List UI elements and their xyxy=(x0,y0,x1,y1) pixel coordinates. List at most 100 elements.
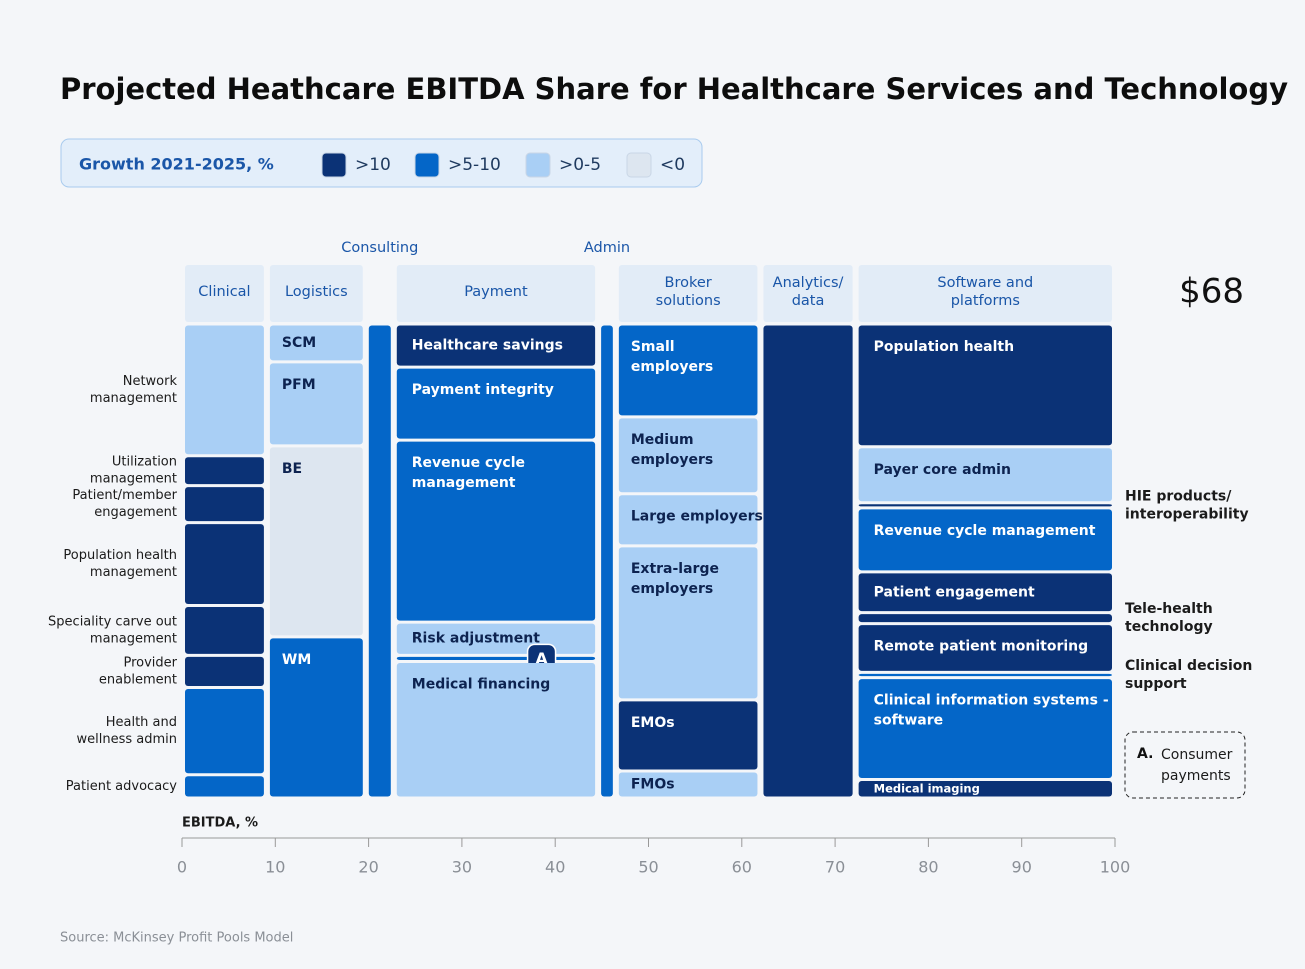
segment-label: management xyxy=(90,631,177,646)
segment-label: Utilization xyxy=(112,455,177,470)
segment-label: Patient/member xyxy=(72,488,177,503)
column-header-label: Admin xyxy=(584,240,630,256)
x-axis-label: EBITDA, % xyxy=(182,816,258,831)
segment xyxy=(269,325,363,361)
segment-label: support xyxy=(1125,676,1187,692)
segment-label: HIE products/ xyxy=(1125,488,1232,504)
legend-label: >0-5 xyxy=(559,155,601,175)
segment-label: Clinical decision xyxy=(1125,658,1252,674)
segment-label: PFM xyxy=(282,377,316,393)
segment-label: employers xyxy=(631,359,713,375)
x-tick-label: 30 xyxy=(452,858,472,877)
legend-swatch xyxy=(626,152,652,178)
column-header-label: Clinical xyxy=(198,284,250,300)
segment xyxy=(858,679,1112,779)
segment-label: management xyxy=(90,391,177,406)
segment-label: Remote patient monitoring xyxy=(874,639,1089,655)
segment-label: Patient engagement xyxy=(874,584,1035,600)
segment xyxy=(269,638,363,797)
segment xyxy=(858,614,1112,623)
segment-label: management xyxy=(412,475,516,491)
annotation-text: payments xyxy=(1161,768,1231,784)
segment-label: wellness admin xyxy=(76,732,177,747)
chart-title: Projected Heathcare EBITDA Share for Hea… xyxy=(60,72,1288,106)
segment xyxy=(185,689,264,774)
segment-label: technology xyxy=(1125,619,1213,635)
total: $68 xyxy=(1179,272,1244,312)
segment-label: SCM xyxy=(282,335,316,351)
column-header xyxy=(269,265,363,322)
segment xyxy=(618,701,758,770)
segment xyxy=(763,325,853,797)
column-header xyxy=(763,265,853,322)
segment xyxy=(618,418,758,493)
segment-label: Extra-large xyxy=(631,561,719,577)
column-header-label: platforms xyxy=(951,293,1020,309)
segment-label: Large employers xyxy=(631,509,763,525)
segment-label: Network xyxy=(123,374,178,389)
segment-label: interoperability xyxy=(1125,506,1249,522)
segment xyxy=(601,325,613,797)
column-header-label: Broker xyxy=(665,275,712,291)
segment xyxy=(185,607,264,654)
segment xyxy=(618,547,758,699)
segment-label: Clinical information systems - xyxy=(874,693,1109,709)
annotation-box xyxy=(1124,731,1246,799)
column-header-label: Consulting xyxy=(341,240,418,256)
column-header-label: data xyxy=(792,293,825,309)
segment-label: EMOs xyxy=(631,715,675,731)
segment xyxy=(858,504,1112,507)
x-tick-label: 40 xyxy=(545,858,565,877)
segment-label: Provider xyxy=(123,655,177,670)
segment-label: Revenue cycle xyxy=(412,455,525,471)
segment xyxy=(185,325,264,455)
segment-label: employers xyxy=(631,452,713,468)
segment xyxy=(858,625,1112,671)
column-header-label: solutions xyxy=(656,293,721,309)
segment-label: management xyxy=(90,472,177,487)
x-tick-label: 50 xyxy=(638,858,658,877)
segment xyxy=(368,325,391,797)
column-header xyxy=(185,265,264,322)
segment-label: Payment integrity xyxy=(412,382,554,398)
segment xyxy=(858,509,1112,571)
segment xyxy=(185,776,264,797)
x-tick-label: 60 xyxy=(732,858,752,877)
segment xyxy=(618,772,758,797)
annotation-key: A. xyxy=(1137,746,1153,762)
segment-label: Population health xyxy=(63,548,177,563)
segment-label: Medical financing xyxy=(412,676,551,692)
column-header-label: Payment xyxy=(464,284,528,300)
segment-label: Risk adjustment xyxy=(412,631,540,647)
segment-label: Population health xyxy=(874,339,1014,355)
segment-label: engagement xyxy=(94,505,177,520)
segment-label: BE xyxy=(282,461,302,477)
annotation-text: Consumer xyxy=(1161,747,1233,763)
segment-label: Payer core admin xyxy=(874,462,1011,478)
x-tick-label: 0 xyxy=(177,858,187,877)
segment-label: Health and xyxy=(106,715,177,730)
segment-label: WM xyxy=(282,652,311,668)
segment-label: Healthcare savings xyxy=(412,338,563,354)
segment-label: Patient advocacy xyxy=(66,779,178,794)
segment xyxy=(618,495,758,545)
segment xyxy=(185,656,264,687)
segment xyxy=(185,524,264,605)
segment-label: enablement xyxy=(99,672,177,687)
segment xyxy=(396,325,596,366)
legend-swatch xyxy=(321,152,347,178)
x-tick-label: 100 xyxy=(1100,858,1131,877)
segment xyxy=(185,487,264,522)
legend-label: <0 xyxy=(660,155,685,175)
column-header xyxy=(618,265,758,322)
column-header-label: Logistics xyxy=(285,284,348,300)
segment xyxy=(396,368,596,439)
segment xyxy=(858,781,1112,797)
segment-label: employers xyxy=(631,581,713,597)
segment-label: management xyxy=(90,565,177,580)
column-header-label: Analytics/ xyxy=(773,275,844,291)
segment-label: Tele-health xyxy=(1125,601,1213,617)
x-tick-label: 90 xyxy=(1012,858,1032,877)
legend-swatch xyxy=(525,152,551,178)
